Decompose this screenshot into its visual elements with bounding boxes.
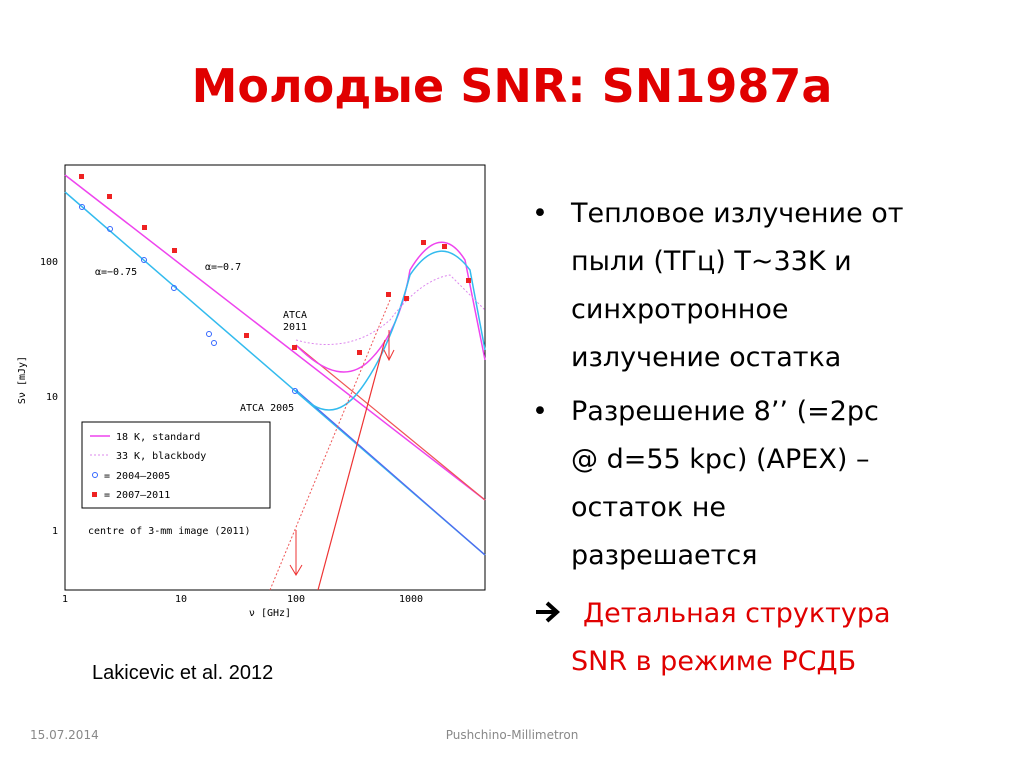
- bullet-text: пыли (ТГц) T~33K и: [571, 246, 852, 277]
- curve: [317, 339, 386, 591]
- curve: [295, 389, 486, 556]
- figure: 18 K, standard 33 K, blackbody = 2004–20…: [17, 164, 486, 619]
- caption: Lakicevic et al. 2012: [92, 662, 273, 684]
- annotation: centre of 3-mm image (2011): [88, 526, 251, 537]
- legend-key: [92, 492, 97, 497]
- annotation: ATCA 2005: [240, 403, 294, 414]
- bullets: • • Тепловое излучение от пыли (ТГц) T~3…: [532, 198, 904, 677]
- slide-title: Молодые SNR: SN1987a: [192, 59, 833, 113]
- curve: [295, 241, 486, 373]
- bullet-text: синхротронное: [571, 294, 789, 325]
- x-axis-label: ν [GHz]: [249, 608, 291, 619]
- arrow-text: Детальная структура: [583, 598, 891, 629]
- legend-text: = 2007–2011: [104, 490, 170, 501]
- bullet-dot: •: [532, 198, 548, 229]
- bullet-text: @ d=55 kpc) (APEX) –: [571, 444, 869, 475]
- legend: [81, 421, 271, 509]
- bullet-text: разрешается: [571, 540, 757, 571]
- annotation: 2011: [283, 322, 307, 333]
- annotation: α=−0.7: [205, 262, 241, 273]
- y-axis-label: Sν [mJy]: [17, 356, 28, 404]
- annotation: ATCA: [283, 310, 307, 321]
- points: [79, 174, 471, 355]
- bullet-text: излучение остатка: [571, 342, 841, 373]
- curve: [295, 250, 486, 411]
- x-tick-label: 1: [62, 594, 68, 605]
- arrow-text: SNR в режиме РСДБ: [571, 646, 856, 677]
- legend-text: = 2004–2005: [104, 471, 170, 482]
- arrows: [289, 330, 395, 576]
- curve: [269, 299, 391, 591]
- y-tick-label: 10: [46, 392, 58, 403]
- footer-date: 15.07.2014: [30, 728, 99, 742]
- y-tick-label: 1: [52, 526, 58, 537]
- plot-frame: [64, 164, 486, 591]
- curve: [295, 274, 486, 345]
- annotation: α=−0.75: [95, 267, 137, 278]
- x-tick-label: 1000: [399, 594, 423, 605]
- footer-center: Pushchino-Millimetron: [446, 728, 579, 742]
- bullet-text: Тепловое излучение от: [570, 198, 904, 229]
- arrow-icon: [536, 601, 560, 623]
- legend-text: 33 K, blackbody: [116, 451, 206, 462]
- points: [79, 204, 298, 394]
- y-tick-label: 100: [40, 257, 58, 268]
- legend-key: [92, 472, 98, 478]
- bullet-dot: •: [532, 396, 548, 427]
- x-tick-label: 100: [287, 594, 305, 605]
- curve: [295, 344, 486, 501]
- bullet-text: Разрешение 8’’ (=2pc: [571, 396, 879, 427]
- curve: [64, 174, 486, 501]
- x-tick-label: 10: [175, 594, 187, 605]
- legend-text: 18 K, standard: [116, 432, 200, 443]
- bullet-text: остаток не: [571, 492, 726, 523]
